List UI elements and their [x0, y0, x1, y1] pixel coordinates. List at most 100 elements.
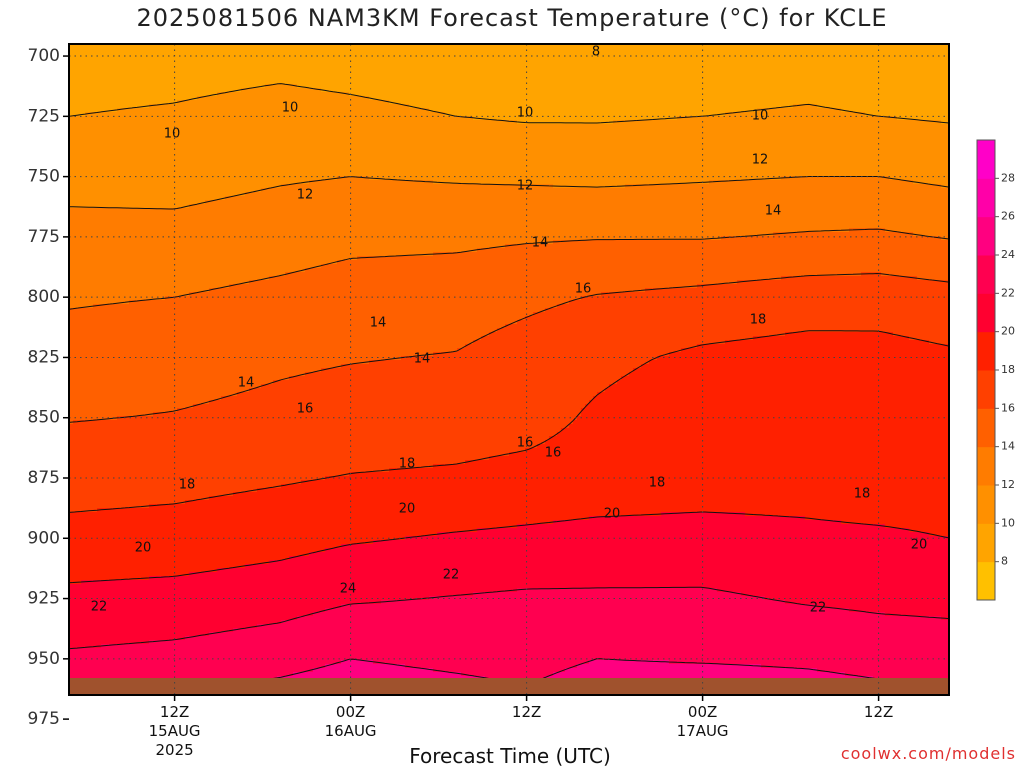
- temperature-cell: [249, 48, 254, 53]
- temperature-cell: [829, 48, 834, 53]
- temperature-cell: [277, 48, 282, 53]
- temperature-cell: [513, 60, 518, 65]
- temperature-cell: [433, 60, 438, 65]
- temperature-cell: [229, 68, 234, 73]
- temperature-cell: [397, 60, 402, 65]
- temperature-cell: [633, 68, 638, 73]
- temperature-cell: [401, 48, 406, 53]
- temperature-cell: [225, 68, 230, 73]
- temperature-cell: [125, 72, 130, 77]
- temperature-cell: [317, 64, 322, 69]
- temperature-cell: [177, 56, 182, 61]
- temperature-cell: [601, 48, 606, 53]
- temperature-cell: [513, 68, 518, 73]
- temperature-cell: [745, 68, 750, 73]
- temperature-cell: [493, 64, 498, 69]
- temperature-cell: [425, 68, 430, 73]
- temperature-cell: [889, 68, 894, 73]
- temperature-cell: [285, 64, 290, 69]
- temperature-cell: [553, 60, 558, 65]
- temperature-cell: [329, 64, 334, 69]
- temperature-cell: [585, 64, 590, 69]
- temperature-cell: [637, 64, 642, 69]
- temperature-cell: [665, 60, 670, 65]
- temperature-cell: [845, 48, 850, 53]
- temperature-cell: [293, 56, 298, 61]
- temperature-cell: [761, 56, 766, 61]
- temperature-cell: [909, 64, 914, 69]
- temperature-cell: [845, 64, 850, 69]
- temperature-cell: [225, 56, 230, 61]
- temperature-cell: [177, 48, 182, 53]
- temperature-cell: [841, 68, 846, 73]
- temperature-cell: [209, 56, 214, 61]
- temperature-cell: [225, 72, 230, 77]
- temperature-cell: [121, 60, 126, 65]
- temperature-cell: [285, 52, 290, 57]
- temperature-cell: [457, 60, 462, 65]
- temperature-cell: [113, 64, 118, 69]
- temperature-cell: [849, 56, 854, 61]
- temperature-cell: [801, 64, 806, 69]
- temperature-cell: [501, 68, 506, 73]
- temperature-cell: [181, 68, 186, 73]
- temperature-cell: [709, 56, 714, 61]
- temperature-cell: [465, 64, 470, 69]
- temperature-cell: [169, 60, 174, 65]
- temperature-cell: [513, 56, 518, 61]
- temperature-cell: [857, 64, 862, 69]
- temperature-cell: [189, 72, 194, 77]
- temperature-cell: [905, 56, 910, 61]
- temperature-cell: [805, 60, 810, 65]
- temperature-cell: [749, 48, 754, 53]
- temperature-cell: [97, 72, 102, 77]
- temperature-cell: [137, 72, 142, 77]
- temperature-cell: [441, 56, 446, 61]
- temperature-cell: [245, 64, 250, 69]
- temperature-cell: [797, 68, 802, 73]
- temperature-cell: [145, 68, 150, 73]
- temperature-cell: [301, 68, 306, 73]
- temperature-cell: [453, 56, 458, 61]
- temperature-cell: [325, 60, 330, 65]
- temperature-cell: [321, 68, 326, 73]
- temperature-cell: [461, 68, 466, 73]
- temperature-cell: [117, 56, 122, 61]
- temperature-cell: [133, 72, 138, 77]
- temperature-cell: [829, 56, 834, 61]
- temperature-cell: [645, 60, 650, 65]
- temperature-cell: [729, 60, 734, 65]
- temperature-cell: [725, 52, 730, 57]
- temperature-cell: [109, 48, 114, 53]
- temperature-cell: [873, 68, 878, 73]
- temperature-cell: [149, 68, 154, 73]
- temperature-cell: [101, 48, 106, 53]
- temperature-cell: [577, 56, 582, 61]
- temperature-cell: [633, 60, 638, 65]
- temperature-cell: [301, 52, 306, 57]
- temperature-cell: [341, 60, 346, 65]
- temperature-cell: [89, 68, 94, 73]
- temperature-cell: [317, 60, 322, 65]
- temperature-cell: [185, 56, 190, 61]
- temperature-cell: [105, 64, 110, 69]
- temperature-cell: [685, 64, 690, 69]
- temperature-cell: [281, 56, 286, 61]
- temperature-cell: [77, 48, 82, 53]
- temperature-cell: [689, 64, 694, 69]
- temperature-cell: [701, 68, 706, 73]
- temperature-cell: [365, 56, 370, 61]
- temperature-cell: [113, 72, 118, 77]
- temperature-cell: [105, 72, 110, 77]
- temperature-cell: [417, 68, 422, 73]
- temperature-cell: [697, 56, 702, 61]
- temperature-cell: [137, 56, 142, 61]
- temperature-cell: [785, 52, 790, 57]
- temperature-cell: [661, 64, 666, 69]
- temperature-cell: [541, 48, 546, 53]
- temperature-cell: [789, 48, 794, 53]
- temperature-cell: [485, 64, 490, 69]
- temperature-cell: [217, 48, 222, 53]
- temperature-cell: [865, 60, 870, 65]
- temperature-cell: [81, 48, 86, 53]
